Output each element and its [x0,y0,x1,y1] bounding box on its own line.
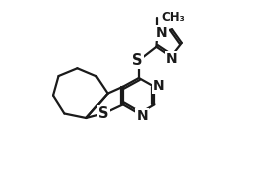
Text: S: S [98,106,109,121]
Text: N: N [136,109,148,123]
Text: N: N [166,52,178,66]
Text: S: S [132,53,143,67]
Text: CH₃: CH₃ [162,11,185,24]
Text: N: N [156,26,168,40]
Text: N: N [153,79,165,93]
